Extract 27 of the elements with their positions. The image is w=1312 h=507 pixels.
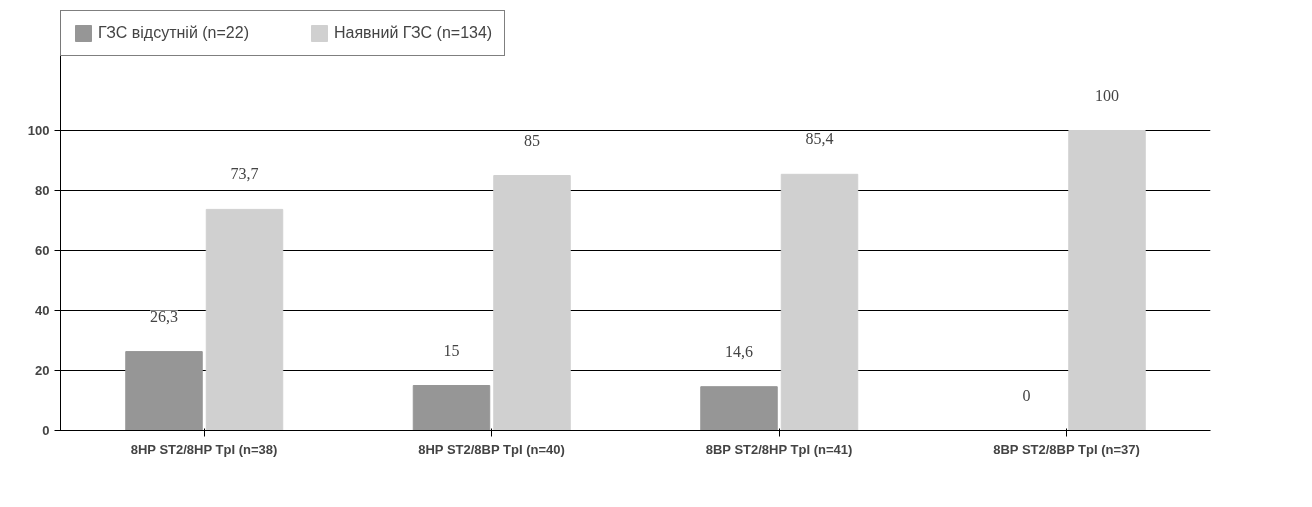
- bar: [1068, 130, 1146, 431]
- x-tick-label: 8BP ST2/8HP TpI (n=41): [705, 441, 853, 457]
- bar: [412, 385, 491, 431]
- x-tick-label: 8HP ST2/8HP TpI (n=38): [130, 441, 278, 457]
- y-tick-label: 80: [35, 183, 50, 198]
- data-label: 26,3: [150, 307, 178, 325]
- bar: [205, 208, 284, 431]
- legend-label: ГЗС відсутній (n=22): [98, 24, 249, 42]
- y-tick-label: 60: [35, 243, 50, 258]
- x-tick-label: 8BP ST2/8BP TpI (n=37): [993, 441, 1140, 457]
- data-label: 14,6: [725, 342, 753, 360]
- bar: [125, 351, 203, 431]
- bar: [493, 175, 571, 431]
- data-label: 73,7: [230, 165, 259, 183]
- x-tick-label: 8HP ST2/8BP TpI (n=40): [418, 441, 565, 457]
- y-tick-label: 0: [42, 423, 50, 438]
- y-tick-label: 40: [35, 303, 50, 318]
- bar: [700, 386, 778, 431]
- bar: [780, 173, 859, 431]
- data-label: 0: [1022, 386, 1031, 404]
- data-label: 100: [1095, 86, 1119, 104]
- y-tick-label: 20: [35, 363, 50, 378]
- data-label: 85,4: [805, 130, 834, 148]
- data-label: 85: [524, 131, 540, 149]
- legend-label: Наявний ГЗС (n=134): [333, 24, 493, 42]
- y-tick-label: 100: [27, 123, 50, 138]
- data-label: 15: [443, 341, 460, 359]
